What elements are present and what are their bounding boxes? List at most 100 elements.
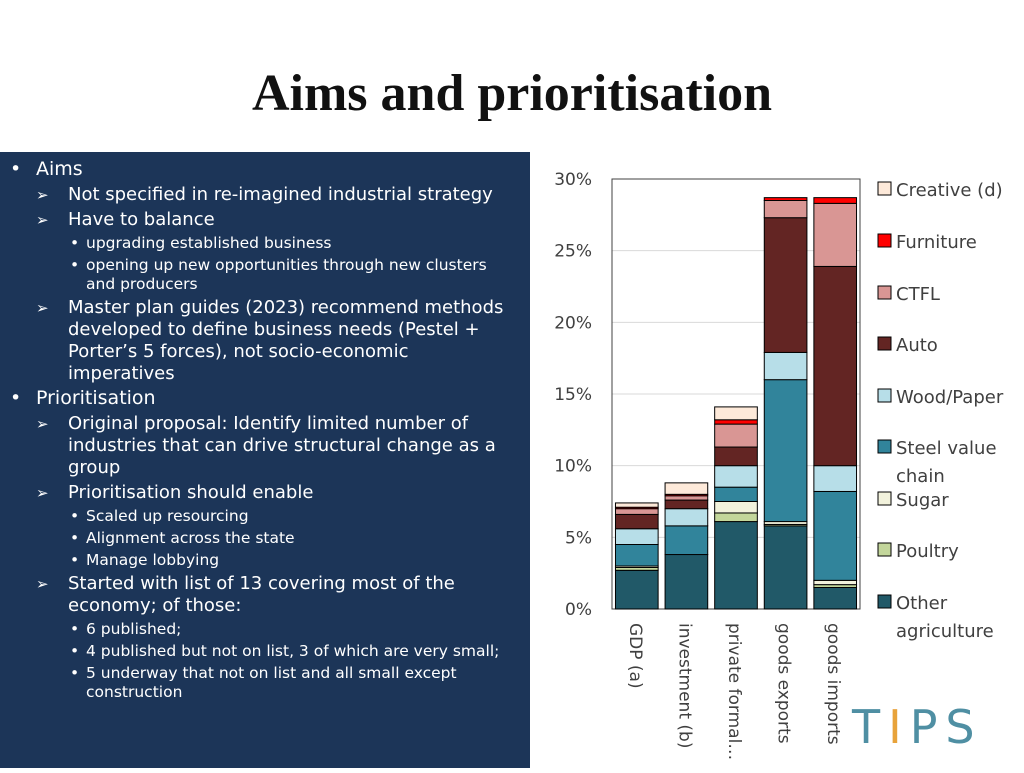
bar-segment	[714, 501, 758, 514]
legend-label: Sugar	[896, 490, 949, 511]
bar-segment	[614, 569, 659, 610]
bullet-row: • Alignment across the state	[10, 529, 518, 548]
bar-segment	[763, 351, 808, 381]
bullet-level3: • 6 published;	[10, 620, 518, 639]
legend-label: Wood/Paper	[896, 387, 1004, 408]
bullet-marker: •	[70, 551, 80, 569]
bar-segment	[813, 490, 858, 581]
legend-swatch	[877, 388, 892, 403]
bullet-row: • 6 published;	[10, 620, 518, 639]
x-tick-label: goods exports	[774, 623, 794, 744]
bar-segment	[813, 579, 858, 586]
bullet-text: Master plan guides (2023) recommend meth…	[68, 297, 504, 384]
bullet-text: 6 published;	[86, 620, 182, 638]
bullet-text: Scaled up resourcing	[86, 507, 249, 525]
bar-segment	[714, 465, 758, 488]
bullet-row: • 4 published but not on list, 3 of which…	[10, 642, 518, 661]
bullet-row: • upgrading established business	[10, 234, 518, 253]
bar-segment	[714, 512, 758, 523]
bullet-row: • 5 underway that not on list and all sma…	[10, 664, 518, 702]
bullet-marker: •	[70, 256, 80, 274]
tips-logo: TIPS	[852, 700, 983, 754]
bullet-row: ➢ Have to balance	[10, 209, 518, 231]
bullet-panel: • Aims ➢ Not specified in re-imagined indus…	[0, 152, 530, 768]
bullet-text: Aims	[36, 158, 83, 180]
bullet-text: opening up new opportunities through new…	[86, 256, 487, 293]
bar-segment	[614, 513, 659, 530]
bar-segment	[664, 554, 709, 610]
stacked-bar-chart: 0% 5% 10% 15% 20% 25% 30% GDP (a) investment (b)…	[530, 152, 1024, 768]
y-tick-label: 15%	[554, 385, 592, 405]
arrow-bullet-icon: ➢	[36, 211, 49, 229]
bar-segment	[714, 406, 758, 421]
bar-segment	[763, 197, 808, 202]
bar-segment	[763, 379, 808, 523]
bullet-level3: • 5 underway that not on list and all sma…	[10, 664, 518, 702]
legend-swatch	[877, 181, 892, 196]
chart-svg: 0% 5% 10% 15% 20% 25% 30% GDP (a) investment (b)…	[554, 170, 1004, 760]
legend-label: Other agriculture	[896, 593, 994, 642]
bar-segment	[813, 197, 858, 204]
bar-segment	[714, 446, 758, 467]
y-tick-label: 10%	[554, 457, 592, 477]
bullet-level1: • Aims	[10, 158, 518, 181]
bullet-level2: ➢ Original proposal: Identify limited num…	[10, 413, 518, 479]
legend-label: Poultry	[896, 541, 959, 562]
bullet-text: Manage lobbying	[86, 551, 220, 569]
bar-segment	[714, 419, 758, 425]
bar-segment	[664, 499, 709, 510]
bullet-row: ➢ Master plan guides (2023) recommend met…	[10, 297, 518, 385]
bullet-text: Prioritisation	[36, 387, 156, 409]
bullet-list: • Aims ➢ Not specified in re-imagined indus…	[10, 158, 518, 702]
bar-segment	[664, 525, 709, 556]
legend-swatch	[877, 336, 892, 351]
bar-segment	[614, 502, 659, 508]
y-tick-label: 20%	[554, 313, 592, 333]
bullet-level2: ➢ Started with list of 13 covering most o…	[10, 573, 518, 617]
bullet-level3: • Alignment across the state	[10, 529, 518, 548]
logo-text-t: T	[852, 700, 889, 754]
x-tick-label: investment (b)	[674, 623, 694, 748]
bullet-marker: •	[70, 620, 80, 638]
bar-segment	[763, 200, 808, 219]
bullet-level2: ➢ Prioritisation should enable	[10, 482, 518, 504]
bullet-text: Prioritisation should enable	[68, 482, 314, 503]
bar-segment	[813, 265, 858, 467]
bullet-marker: •	[10, 158, 22, 180]
bullet-marker: •	[70, 529, 80, 547]
bar-segment	[763, 525, 808, 610]
bullet-text: Have to balance	[68, 209, 215, 230]
bullet-row: • Manage lobbying	[10, 551, 518, 570]
bullet-level3: • Scaled up resourcing	[10, 507, 518, 526]
bar-segment	[664, 482, 709, 495]
bullet-row: ➢ Not specified in re-imagined industrial…	[10, 184, 518, 206]
legend-label: CTFL	[896, 284, 940, 305]
y-tick-label: 25%	[554, 242, 592, 262]
y-tick-label: 5%	[565, 528, 592, 548]
legend-swatch	[877, 594, 892, 609]
legend-label: Steel value chain	[896, 438, 997, 487]
bullet-marker: •	[70, 507, 80, 525]
bar-segment	[714, 521, 758, 610]
bullet-row: ➢ Original proposal: Identify limited num…	[10, 413, 518, 479]
bullet-row: • Aims	[10, 158, 518, 181]
bullet-text: Original proposal: Identify limited numb…	[68, 413, 496, 478]
arrow-bullet-icon: ➢	[36, 299, 49, 317]
bullet-level3: • Manage lobbying	[10, 551, 518, 570]
arrow-bullet-icon: ➢	[36, 186, 49, 204]
bar-segment	[614, 508, 659, 515]
bullet-row: ➢ Prioritisation should enable	[10, 482, 518, 504]
x-tick-label: goods imports	[823, 623, 843, 745]
bar-segment	[813, 465, 858, 492]
legend-swatch	[877, 542, 892, 557]
legend-swatch	[877, 491, 892, 506]
legend-label: Creative (d)	[896, 180, 1003, 201]
bullet-marker: •	[70, 234, 80, 252]
bullet-marker: •	[70, 664, 80, 682]
bullet-text: Started with list of 13 covering most of…	[68, 573, 455, 616]
x-tick-label: private formal…	[724, 623, 744, 760]
arrow-bullet-icon: ➢	[36, 415, 49, 433]
bar-segment	[664, 495, 709, 501]
bar-segment	[813, 202, 858, 267]
bar-segment	[614, 528, 659, 546]
